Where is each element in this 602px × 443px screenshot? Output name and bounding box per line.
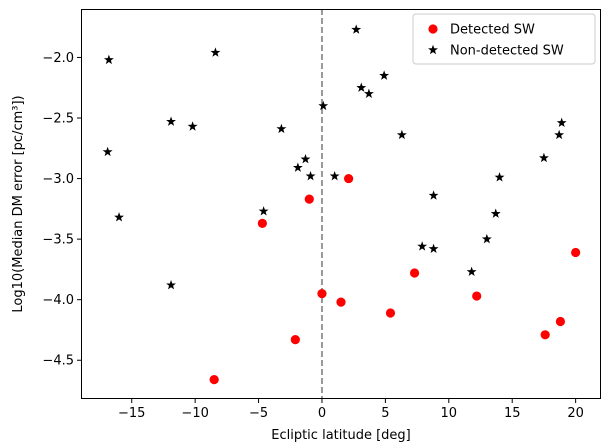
non-detected-sw-series [102,24,567,290]
non-detected-sw-point [305,170,316,181]
x-tick-label: −15 [118,406,145,421]
non-detected-sw-point [363,88,374,98]
detected-sw-point [209,375,219,385]
non-detected-sw-point [428,190,439,200]
non-detected-sw-point [210,47,221,57]
legend-box [412,13,596,65]
non-detected-sw-point [166,279,176,290]
non-detected-sw-point [114,212,124,222]
non-detected-sw-point [554,129,565,140]
non-detected-sw-point [292,162,303,172]
detected-sw-point [344,173,354,184]
legend: Detected SW Non-detected SW [412,13,596,65]
non-detected-sw-point [103,54,114,65]
non-detected-sw-point [102,146,113,157]
y-tick-label: −4.0 [42,293,74,308]
legend-circle-marker [428,24,438,34]
non-detected-sw-point [556,117,567,128]
legend-entry: Non-detected SW [428,44,564,59]
detected-sw-point [385,308,396,318]
y-axis-ticks: −2.0 −2.5 −3.0 −3.5 −4.0 −4.5 [42,51,81,369]
detected-sw-point [555,316,566,327]
legend-entry: Detected SW [428,23,535,38]
x-tick-label: −10 [181,406,208,421]
non-detected-sw-point [356,82,367,92]
non-detected-sw-point [187,121,198,131]
y-tick-label: −2.5 [42,112,74,127]
legend-label: Non-detected SW [450,44,564,59]
non-detected-sw-point [379,70,390,80]
detected-sw-point [472,291,482,301]
detected-sw-series [209,173,581,385]
legend-label: Detected SW [450,23,535,38]
detected-sw-point [409,268,420,278]
data-points-layer [102,24,581,385]
non-detected-sw-point [166,116,176,126]
y-tick-label: −3.0 [42,172,74,187]
x-tick-label: 5 [381,406,389,421]
x-tick-label: 10 [441,406,458,421]
legend-star-marker [428,44,438,55]
x-tick-label: 0 [318,406,326,421]
non-detected-sw-point [276,123,287,134]
non-detected-sw-point [538,152,549,163]
detected-sw-point [290,335,300,345]
non-detected-sw-point [490,208,501,218]
x-tick-label: 15 [504,406,521,421]
detected-sw-point [336,297,346,307]
non-detected-sw-point [318,100,329,111]
y-tick-label: −2.0 [42,51,74,66]
non-detected-sw-point [494,172,505,182]
non-detected-sw-point [258,206,269,216]
detected-sw-point [571,247,581,258]
plot-background [81,9,601,399]
non-detected-sw-point [329,170,340,181]
non-detected-sw-point [428,243,439,254]
non-detected-sw-point [466,266,477,277]
x-axis-ticks: −15 −10 −5 0 5 10 15 20 [118,399,584,421]
non-detected-sw-point [417,241,428,251]
non-detected-sw-point [351,24,362,34]
y-axis-label: Log10(Median DM error [pc/cm³]) [11,95,26,312]
y-tick-label: −4.5 [42,354,74,369]
detected-sw-point [304,194,314,204]
non-detected-sw-point [396,129,407,140]
detected-sw-point [540,330,550,340]
detected-sw-point [257,218,267,228]
detected-sw-point [317,289,327,299]
x-tick-label: −5 [249,406,268,421]
y-tick-label: −3.5 [42,233,74,248]
x-tick-label: 20 [567,406,584,421]
x-axis-label: Ecliptic latitude [deg] [271,428,410,443]
non-detected-sw-point [481,233,492,244]
non-detected-sw-point [300,153,311,164]
plot-frame [81,9,601,399]
